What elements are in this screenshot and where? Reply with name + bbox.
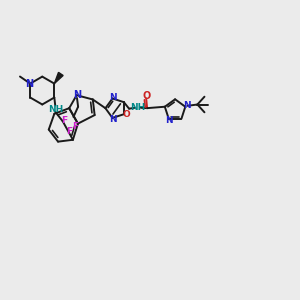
Text: O: O bbox=[142, 91, 150, 101]
Text: N: N bbox=[183, 101, 190, 110]
Text: N: N bbox=[110, 92, 117, 101]
Text: F: F bbox=[72, 122, 78, 131]
Text: NH: NH bbox=[130, 103, 146, 112]
Text: NH: NH bbox=[48, 105, 63, 114]
Text: N: N bbox=[165, 116, 173, 125]
Text: N: N bbox=[109, 115, 117, 124]
Text: N: N bbox=[25, 79, 33, 88]
Polygon shape bbox=[54, 72, 63, 84]
Text: F: F bbox=[66, 127, 72, 136]
Text: F: F bbox=[61, 116, 68, 125]
Text: O: O bbox=[122, 110, 130, 119]
Text: N: N bbox=[73, 90, 81, 100]
